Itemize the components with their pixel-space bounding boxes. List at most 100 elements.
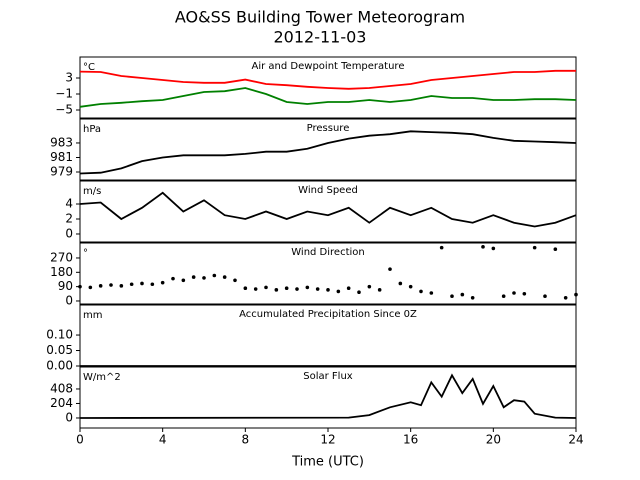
point <box>398 281 403 286</box>
y-tick-label: 90 <box>58 279 73 293</box>
point <box>150 282 155 287</box>
point <box>357 290 361 295</box>
point <box>253 287 258 291</box>
point <box>553 247 558 252</box>
panel-frame <box>79 56 577 119</box>
y-tick-label: 0.05 <box>46 343 73 357</box>
y-tick-label: −5 <box>55 103 73 117</box>
panel-title: Pressure <box>307 123 350 134</box>
point <box>439 245 444 250</box>
point <box>377 288 382 292</box>
panel-title: Solar Flux <box>303 371 353 382</box>
point <box>481 245 485 249</box>
point <box>98 284 103 288</box>
x-axis-label: Time (UTC) <box>291 455 364 470</box>
point <box>78 284 82 289</box>
panel-title: Air and Dewpoint Temperature <box>252 61 405 72</box>
point <box>450 294 454 298</box>
x-tick-label: 8 <box>242 433 250 447</box>
point <box>491 246 496 251</box>
point <box>171 276 175 281</box>
y-tick-label: 408 <box>50 381 73 395</box>
point <box>512 291 516 295</box>
point <box>284 286 289 291</box>
series-line <box>79 130 577 175</box>
y-tick-label: 2 <box>65 211 73 225</box>
point <box>212 273 217 278</box>
point <box>305 285 310 290</box>
y-tick-label: 0.00 <box>46 359 73 373</box>
unit-label: hPa <box>83 124 101 135</box>
y-tick-label: 0.10 <box>46 328 73 342</box>
x-tick-label: 4 <box>159 433 167 447</box>
point <box>274 288 279 292</box>
y-tick-label: 0 <box>65 293 73 307</box>
panel-title: Wind Direction <box>291 247 365 258</box>
y-tick-label: 0 <box>65 410 73 424</box>
point <box>408 284 413 289</box>
title: AO&SS Building Tower Meteorogram <box>175 8 465 27</box>
point <box>181 278 186 283</box>
unit-label: m/s <box>83 186 101 197</box>
point <box>222 275 227 279</box>
point <box>470 295 475 300</box>
unit-label: ° <box>83 248 88 259</box>
point <box>109 283 113 287</box>
y-tick-label: 981 <box>50 150 73 164</box>
point <box>160 280 165 285</box>
x-tick-label: 24 <box>568 433 583 447</box>
point <box>119 284 124 288</box>
point <box>574 292 578 297</box>
panel-title: Accumulated Precipitation Since 0Z <box>239 309 417 320</box>
point <box>522 292 527 296</box>
x-tick-label: 20 <box>486 433 501 447</box>
point <box>501 294 506 298</box>
series-line <box>79 87 577 108</box>
point <box>336 289 341 294</box>
point <box>346 286 351 291</box>
point <box>191 275 196 279</box>
point <box>264 285 268 290</box>
point <box>295 287 299 291</box>
y-tick-label: 979 <box>50 165 73 179</box>
y-tick-label: −1 <box>55 87 73 101</box>
point <box>233 278 237 283</box>
panel-title: Wind Speed <box>298 185 358 196</box>
point <box>243 286 248 291</box>
point <box>429 291 434 295</box>
point <box>532 245 537 250</box>
y-tick-label: 270 <box>50 250 73 264</box>
point <box>202 276 206 280</box>
panel-frame <box>79 242 577 305</box>
unit-label: mm <box>83 310 102 321</box>
y-tick-label: 0 <box>65 226 73 240</box>
point <box>563 295 568 300</box>
y-tick-label: 4 <box>65 197 73 211</box>
point <box>367 284 372 289</box>
y-tick-label: 180 <box>50 265 73 279</box>
series-line <box>79 191 577 228</box>
point <box>543 294 547 298</box>
y-tick-label: 3 <box>65 71 73 85</box>
point <box>315 287 320 291</box>
y-tick-label: 983 <box>50 135 73 149</box>
series-line <box>79 373 577 419</box>
point <box>326 288 330 292</box>
x-tick-label: 0 <box>76 433 84 447</box>
x-tick-label: 16 <box>403 433 418 447</box>
point <box>129 282 134 287</box>
point <box>419 289 423 294</box>
y-tick-label: 204 <box>50 396 73 410</box>
point <box>88 285 93 290</box>
unit-label: W/m^2 <box>83 372 121 383</box>
panel-frame <box>79 180 577 243</box>
point <box>140 281 144 286</box>
series-line <box>79 69 576 90</box>
panel-frame <box>79 118 577 181</box>
unit-label: °C <box>83 62 95 73</box>
point <box>460 292 465 297</box>
x-tick-label: 12 <box>320 433 335 447</box>
subtitle: 2012-11-03 <box>274 28 367 47</box>
point <box>388 267 392 271</box>
